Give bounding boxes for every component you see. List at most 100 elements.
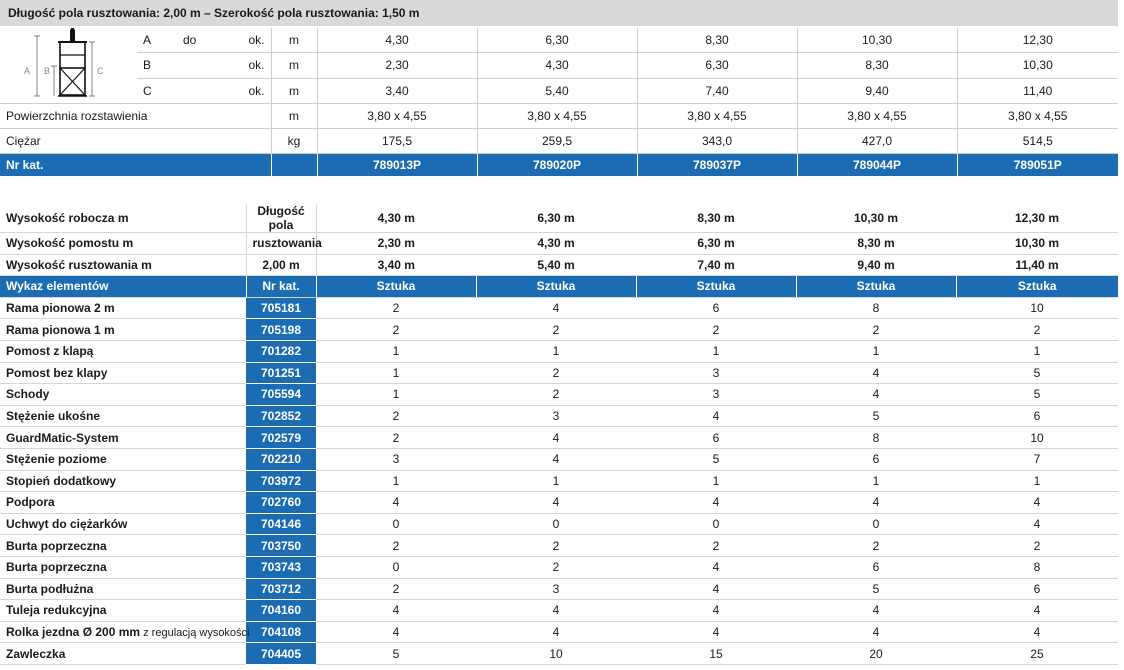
- item-name-text: Rolka jezdna Ø 200 mm: [6, 624, 141, 639]
- area-value: 3,80 x 4,55: [636, 103, 797, 129]
- item-quantity: 1: [316, 383, 476, 406]
- list-header-col: Sztuka: [795, 275, 956, 298]
- item-quantity: 10: [956, 297, 1118, 320]
- table-row: Rama pionowa 1 m 705198 2 2 2 2 2: [0, 318, 1118, 341]
- item-name: Podpora: [0, 491, 246, 514]
- scaffold-diagram: A B C: [0, 27, 137, 104]
- item-quantity: 2: [476, 362, 636, 385]
- item-catalog-number: 702852: [246, 405, 316, 428]
- table-row: Rama pionowa 2 m 705181 2 4 6 8 10: [0, 297, 1118, 320]
- item-quantity: 10: [476, 642, 636, 665]
- item-quantity: 4: [476, 297, 636, 320]
- item-name: Stopień dodatkowy: [0, 470, 246, 493]
- table-row: GuardMatic-System 702579 2 4 6 8 10: [0, 426, 1118, 449]
- list-header-col: Sztuka: [475, 275, 636, 298]
- item-catalog-number: 704146: [246, 513, 316, 536]
- item-quantity: 2: [636, 318, 796, 341]
- table-row: Burta poprzeczna 703750 2 2 2 2 2: [0, 534, 1118, 557]
- item-quantity: 4: [796, 362, 956, 385]
- item-catalog-number: 703750: [246, 534, 316, 557]
- item-name-text: Pomost bez klapy: [6, 365, 108, 380]
- item-name-text: Rama pionowa 1 m: [6, 322, 115, 337]
- area-label: Powierzchnia rozstawienia: [0, 103, 271, 129]
- dimension-unit: m: [270, 52, 317, 79]
- item-name-text: Pomost z klapą: [6, 344, 94, 359]
- item-name-text: Burta poprzeczna: [6, 538, 107, 553]
- item-name: Rama pionowa 1 m: [0, 318, 246, 341]
- item-quantity: 4: [796, 599, 956, 622]
- item-quantity: 25: [956, 642, 1118, 665]
- item-quantity: 1: [796, 470, 956, 493]
- dimension-value: 4,30: [316, 28, 477, 54]
- item-name-text: Zawleczka: [6, 646, 66, 661]
- scaffold-diagram-icon: A B C: [24, 27, 104, 97]
- item-quantity: 4: [476, 491, 636, 514]
- height-value: 6,30 m: [636, 232, 796, 255]
- item-catalog-number: 702760: [246, 491, 316, 514]
- item-quantity: 4: [636, 578, 796, 601]
- dimension-letter: B: [137, 52, 177, 79]
- item-quantity: 1: [636, 340, 796, 363]
- item-name: Rolka jezdna Ø 200 mm z regulacją wysoko…: [0, 621, 250, 644]
- item-catalog-number: 705181: [246, 297, 316, 320]
- item-quantity: 2: [476, 318, 636, 341]
- table-row: Podpora 702760 4 4 4 4 4: [0, 491, 1118, 514]
- height-value: 4,30 m: [316, 204, 476, 233]
- item-quantity: 5: [796, 578, 956, 601]
- item-quantity: 15: [636, 642, 796, 665]
- item-catalog-number: 703972: [246, 470, 316, 493]
- item-quantity: 8: [956, 556, 1118, 579]
- height-value: 7,40 m: [636, 254, 796, 277]
- item-quantity: 3: [636, 383, 796, 406]
- item-quantity: 3: [316, 448, 476, 471]
- item-quantity: 2: [316, 534, 476, 557]
- item-quantity: 2: [316, 426, 476, 449]
- item-quantity: 4: [636, 405, 796, 428]
- item-quantity: 4: [316, 491, 476, 514]
- area-unit: m: [270, 103, 317, 129]
- dimension-do: [177, 78, 235, 105]
- dimension-value: 12,30: [956, 28, 1118, 54]
- table-row: Stężenie ukośne 702852 2 3 4 5 6: [0, 405, 1118, 428]
- item-quantity: 1: [476, 340, 636, 363]
- item-name: Stężenie poziome: [0, 448, 246, 471]
- weight-value: 427,0: [796, 128, 957, 154]
- height-value: 12,30 m: [956, 204, 1118, 233]
- item-quantity: 5: [956, 362, 1118, 385]
- item-quantity: 6: [796, 448, 956, 471]
- weight-value: 343,0: [636, 128, 797, 154]
- item-quantity: 0: [476, 513, 636, 536]
- item-name-text: Rama pionowa 2 m: [6, 301, 115, 316]
- item-quantity: 2: [956, 534, 1118, 557]
- height-value: 10,30 m: [796, 204, 956, 233]
- dimension-value: 6,30: [636, 52, 797, 79]
- item-name-text: Tuleja redukcyjna: [6, 603, 107, 618]
- item-quantity: 5: [796, 405, 956, 428]
- item-catalog-number: 703743: [246, 556, 316, 579]
- item-quantity: 2: [316, 405, 476, 428]
- item-quantity: 5: [956, 383, 1118, 406]
- height-value: 10,30 m: [956, 232, 1118, 255]
- height-value: 3,40 m: [316, 254, 476, 277]
- height-label: Wysokość rusztowania m: [0, 254, 246, 277]
- diagram-label-c: C: [97, 66, 104, 76]
- list-header-col: Sztuka: [955, 275, 1118, 298]
- dimension-value: 7,40: [636, 78, 797, 105]
- item-quantity: 2: [476, 534, 636, 557]
- table-row: Burta podłużna 703712 2 3 4 5 6: [0, 578, 1118, 601]
- item-quantity: 0: [796, 513, 956, 536]
- item-name-text: Podpora: [6, 495, 55, 510]
- height-value: 6,30 m: [476, 204, 636, 233]
- field-length-label: Długość pola: [245, 204, 317, 233]
- item-name-text: Burta podłużna: [6, 581, 94, 596]
- item-quantity: 1: [476, 470, 636, 493]
- dimension-approx: ok.: [235, 78, 271, 105]
- table-row: Rolka jezdna Ø 200 mm z regulacją wysoko…: [0, 621, 1118, 644]
- catalog-number: 789037P: [636, 153, 797, 176]
- area-value: 3,80 x 4,55: [476, 103, 637, 129]
- item-catalog-number: 704405: [246, 642, 316, 665]
- item-quantity: 4: [476, 426, 636, 449]
- item-catalog-number: 705198: [246, 318, 316, 341]
